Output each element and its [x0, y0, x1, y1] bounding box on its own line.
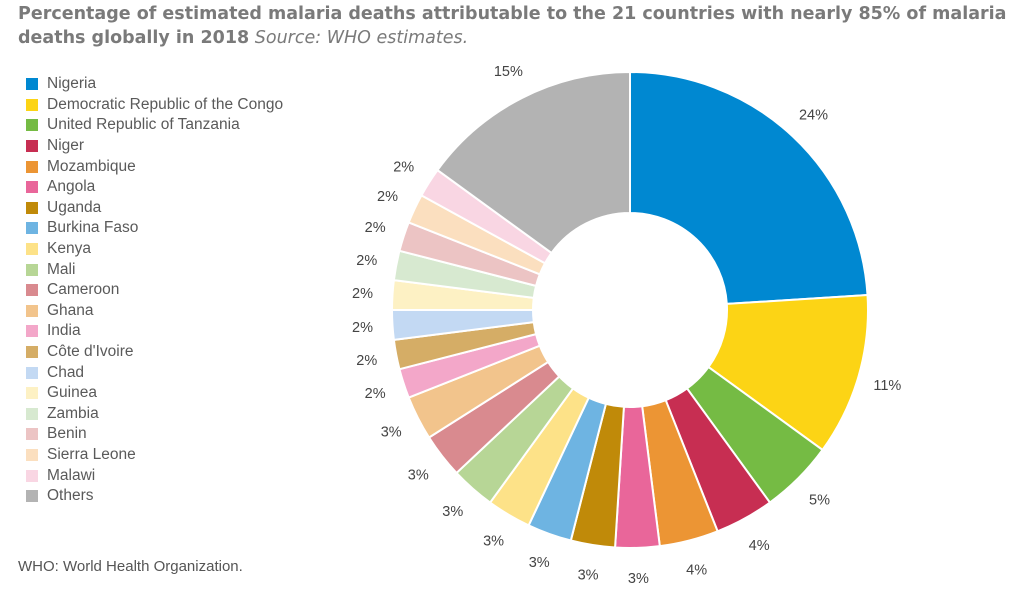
legend-label: Others	[47, 487, 94, 505]
legend-item: Mozambique	[26, 156, 283, 177]
slice-label: 3%	[408, 467, 429, 483]
legend-swatch	[26, 490, 38, 503]
slice-label: 3%	[381, 425, 402, 441]
legend-item: United Republic of Tanzania	[26, 115, 283, 136]
legend-label: Niger	[47, 137, 85, 155]
footnote: WHO: World Health Organization.	[18, 558, 243, 575]
legend-label: Malawi	[47, 466, 96, 484]
slice-label: 2%	[365, 386, 386, 402]
legend-item: Guinea	[26, 383, 283, 404]
legend-label: Côte d'Ivoire	[47, 343, 134, 361]
legend-item: Cameroon	[26, 280, 283, 301]
legend-label: Burkina Faso	[47, 219, 139, 237]
legend-label: Mozambique	[47, 157, 136, 175]
slice-label: 3%	[578, 568, 599, 584]
slice-label: 2%	[393, 159, 414, 175]
legend-label: Nigeria	[47, 75, 97, 93]
slice-label: 11%	[873, 378, 901, 394]
legend-label: Ghana	[47, 301, 94, 319]
slice-label: 3%	[442, 504, 463, 520]
legend-item: Nigeria	[26, 74, 283, 95]
legend-label: India	[47, 322, 81, 340]
legend-item: Others	[26, 486, 283, 507]
legend-swatch	[26, 448, 38, 461]
legend-label: Sierra Leone	[47, 445, 136, 463]
chart-title: Percentage of estimated malaria deaths a…	[18, 2, 1013, 50]
legend-swatch	[26, 98, 38, 111]
slice-label: 4%	[749, 538, 770, 554]
legend-item: India	[26, 321, 283, 342]
legend-swatch	[26, 181, 38, 194]
legend-swatch	[26, 407, 38, 420]
legend-label: Uganda	[47, 198, 102, 216]
slice-label: 3%	[529, 555, 550, 571]
legend-item: Côte d'Ivoire	[26, 342, 283, 363]
legend-swatch	[26, 325, 38, 338]
chart-title-main: Percentage of estimated malaria deaths a…	[18, 4, 1007, 48]
legend-item: Uganda	[26, 198, 283, 219]
slice-label: 2%	[352, 320, 373, 336]
slice-nigeria	[629, 70, 869, 305]
legend-item: Mali	[26, 259, 283, 280]
chart-source: Source: WHO estimates.	[254, 28, 469, 48]
legend-item: Democratic Republic of the Congo	[26, 95, 283, 116]
legend-label: Chad	[47, 363, 85, 381]
slice-label: 2%	[352, 286, 373, 302]
legend: Nigeria Democratic Republic of the Congo U…	[26, 74, 283, 506]
slice-label: 2%	[377, 189, 398, 205]
legend-swatch	[26, 119, 38, 132]
legend-item: Ghana	[26, 301, 283, 322]
legend-label: Mali	[47, 260, 76, 278]
legend-label: Guinea	[47, 384, 97, 402]
legend-swatch	[26, 160, 38, 173]
legend-item: Niger	[26, 136, 283, 157]
legend-swatch	[26, 428, 38, 441]
legend-swatch	[26, 78, 38, 91]
legend-label: Kenya	[47, 240, 91, 258]
legend-swatch	[26, 469, 38, 482]
legend-item: Chad	[26, 362, 283, 383]
slice-label: 24%	[799, 108, 828, 124]
legend-swatch	[26, 304, 38, 317]
legend-label: United Republic of Tanzania	[47, 116, 240, 134]
legend-item: Malawi	[26, 465, 283, 486]
legend-label: Cameroon	[47, 281, 120, 299]
legend-swatch	[26, 366, 38, 379]
legend-label: Benin	[47, 425, 87, 443]
slice-label: 15%	[494, 64, 523, 80]
legend-swatch	[26, 263, 38, 276]
legend-label: Zambia	[47, 404, 99, 422]
slice-label: 2%	[356, 353, 377, 369]
legend-label: Democratic Republic of the Congo	[47, 95, 284, 113]
slice-label: 2%	[356, 253, 377, 269]
legend-swatch	[26, 201, 38, 214]
legend-label: Angola	[47, 178, 96, 196]
legend-swatch	[26, 243, 38, 256]
legend-swatch	[26, 222, 38, 235]
legend-item: Angola	[26, 177, 283, 198]
slice-others	[436, 70, 631, 255]
slice-label: 2%	[365, 220, 386, 236]
legend-item: Sierra Leone	[26, 445, 283, 466]
legend-swatch	[26, 387, 38, 400]
slice-label: 5%	[809, 493, 830, 509]
legend-swatch	[26, 140, 38, 153]
legend-item: Zambia	[26, 404, 283, 425]
legend-item: Kenya	[26, 239, 283, 260]
slice-label: 3%	[483, 534, 504, 550]
slice-label: 3%	[628, 571, 649, 587]
legend-item: Burkina Faso	[26, 218, 283, 239]
legend-item: Benin	[26, 424, 283, 445]
legend-swatch	[26, 284, 38, 297]
legend-swatch	[26, 346, 38, 359]
slice-label: 4%	[686, 563, 707, 579]
